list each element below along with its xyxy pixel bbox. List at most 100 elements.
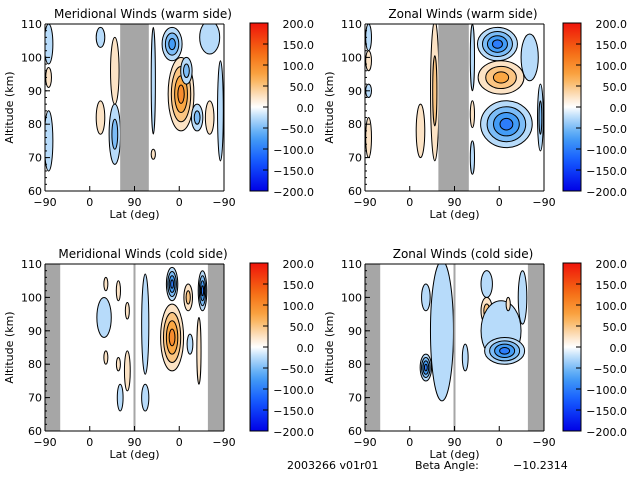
colorbar-tick-label: 200.0: [283, 18, 315, 31]
y-tick-label: 90: [348, 85, 362, 98]
footer-date-version: 2003266 v01r01: [287, 459, 379, 472]
contour-level: [469, 140, 475, 175]
x-tick-label: 0: [406, 436, 413, 449]
panel-3: Meridional Winds (cold side) 60 70 80 90 100 1…: [3, 247, 314, 461]
contour-level: [95, 26, 106, 48]
contour-level: [505, 296, 511, 312]
contour-level: [116, 383, 124, 412]
colorbar-tick-label: −100.0: [273, 384, 314, 397]
contour-level: [150, 148, 156, 160]
contour-level: [432, 55, 438, 127]
contour-level: [499, 347, 511, 355]
contour-level: [499, 117, 514, 131]
contour-level: [204, 100, 215, 135]
colorbar-tick-label: 100.0: [283, 60, 315, 73]
x-axis-label: Lat (deg): [430, 448, 480, 461]
contour-level: [141, 273, 150, 375]
x-tick-label: 0: [496, 196, 503, 209]
contour-level: [415, 103, 426, 159]
x-tick-label: −90: [353, 196, 376, 209]
x-tick-label: 0: [406, 196, 413, 209]
no-data-band: [365, 264, 381, 431]
contour-level: [115, 357, 121, 372]
colorbar-tick-label: −100.0: [586, 384, 627, 397]
x-tick-label: 90: [128, 436, 142, 449]
contour-level: [200, 285, 205, 297]
contour-level: [115, 280, 121, 302]
colorbar-tick-label: −200.0: [586, 186, 627, 199]
contour-level: [150, 26, 156, 135]
colorbar-tick-label: 0.0: [297, 102, 315, 115]
x-tick-label: 0: [496, 436, 503, 449]
colorbar-tick-label: −100.0: [273, 144, 314, 157]
y-tick-label: 70: [28, 152, 42, 165]
contour-level: [111, 118, 119, 150]
colorbar-tick-label: −200.0: [586, 426, 627, 439]
contour-level: [123, 350, 131, 392]
y-tick-label: 110: [21, 18, 42, 31]
x-tick-label: −90: [33, 196, 56, 209]
contour-level: [45, 110, 54, 172]
contour-level: [520, 33, 539, 82]
colorbar-tick-label: 100.0: [283, 300, 315, 313]
no-data-band: [120, 24, 149, 191]
contour-level: [183, 63, 190, 78]
contour-level: [177, 84, 185, 104]
contour-level: [469, 24, 475, 92]
x-tick-label: −90: [353, 436, 376, 449]
y-tick-label: 90: [348, 325, 362, 338]
colorbar-tick-label: 50.0: [290, 321, 315, 334]
y-axis-label: Altitude (km): [323, 71, 336, 143]
panel-title: Zonal Winds (warm side): [388, 7, 537, 21]
colorbar-tick-label: 100.0: [596, 60, 628, 73]
y-tick-label: 100: [21, 291, 42, 304]
contour-level: [517, 270, 528, 325]
y-tick-label: 60: [28, 425, 42, 438]
colorbar-tick-label: 50.0: [290, 81, 315, 94]
x-tick-label: −90: [212, 196, 235, 209]
footer-beta-label: Beta Angle:: [415, 459, 479, 472]
colorbar-tick-label: 150.0: [596, 279, 628, 292]
x-axis-label: Lat (deg): [110, 448, 160, 461]
contour-level: [141, 383, 150, 412]
contour-level: [196, 316, 202, 385]
x-tick-label: 90: [448, 196, 462, 209]
contour-level: [170, 279, 174, 289]
x-tick-label: 90: [128, 196, 142, 209]
contour-level: [103, 276, 109, 292]
x-tick-label: −90: [532, 196, 555, 209]
colorbar-tick-label: 150.0: [596, 39, 628, 52]
contour-level: [217, 60, 224, 162]
x-tick-label: −90: [212, 436, 235, 449]
y-tick-label: 80: [28, 358, 42, 371]
contour-level: [110, 36, 120, 105]
colorbar-tick-label: −150.0: [273, 165, 314, 178]
contour-level: [199, 24, 221, 55]
y-tick-label: 70: [348, 392, 362, 405]
panel-1: Meridional Winds (warm side) 60 70 80 90 100 1…: [3, 7, 314, 221]
x-tick-label: −90: [532, 436, 555, 449]
x-tick-label: 90: [448, 436, 462, 449]
colorbar-tick-label: 0.0: [297, 342, 315, 355]
y-tick-label: 100: [21, 51, 42, 64]
y-axis-label: Altitude (km): [3, 71, 16, 143]
x-axis-label: Lat (deg): [430, 208, 480, 221]
colorbar-tick-label: 200.0: [596, 18, 628, 31]
contour-level: [429, 264, 454, 402]
y-tick-label: 110: [341, 258, 362, 271]
y-tick-label: 60: [348, 425, 362, 438]
colorbar-tick-label: −100.0: [586, 144, 627, 157]
x-tick-label: −90: [33, 436, 56, 449]
x-tick-label: 0: [86, 196, 93, 209]
y-tick-label: 70: [348, 152, 362, 165]
contour-level: [492, 71, 510, 84]
contour-level: [365, 50, 372, 72]
colorbar-tick-label: −50.0: [593, 363, 627, 376]
y-tick-label: 60: [28, 185, 42, 198]
y-axis-label: Altitude (km): [323, 311, 336, 383]
contours: [45, 24, 224, 172]
colorbar-tick-label: 200.0: [596, 258, 628, 271]
footer-beta-value: −10.2314: [513, 459, 568, 472]
colorbar-tick-label: 150.0: [283, 279, 315, 292]
